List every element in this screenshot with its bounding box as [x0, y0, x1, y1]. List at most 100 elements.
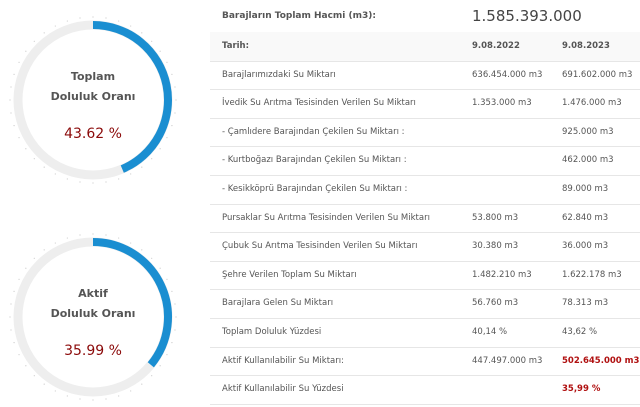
table-cell: 89.000 m3 [562, 184, 609, 194]
gauge-dot [25, 50, 27, 52]
table-row: İvedik Su Arıtma Tesisinden Verilen Su M… [210, 89, 640, 119]
gauge-dot [18, 278, 20, 280]
gauge-dot [175, 316, 177, 318]
gauge-dot [9, 316, 11, 318]
gauge-dot [13, 290, 15, 292]
gauge-dot [166, 137, 168, 139]
gauge-dot [13, 342, 15, 344]
table-cell: 56.760 m3 [472, 298, 519, 309]
gauge-dot [54, 242, 56, 244]
table-cell: İvedik Su Arıtma Tesisinden Verilen Su M… [222, 98, 416, 109]
table-cell: Çubuk Su Arıtma Tesisinden Verilen Su Mi… [222, 241, 418, 252]
gauge-dot [66, 237, 68, 239]
header-value: 1.585.393.000 [472, 7, 582, 25]
gauge-dot [151, 40, 153, 42]
gauge-dot [10, 86, 12, 88]
gauge-dot [166, 61, 168, 63]
table-row: - Kesikköprü Barajından Çekilen Su Mikta… [210, 175, 640, 205]
gauge-dot [130, 242, 132, 244]
gauge-dot [54, 25, 56, 27]
gauge-dot [33, 158, 35, 160]
table-cell: Barajlarımızdaki Su Miktarı [222, 69, 336, 80]
gauge-dot [92, 182, 94, 184]
gauge-dot [43, 32, 45, 34]
table-cell: - Çamlıdere Barajından Çekilen Su Miktar… [222, 126, 405, 137]
gauge-dot [10, 112, 12, 114]
gauge-dot [54, 390, 56, 392]
gauge-dot [79, 181, 81, 183]
table-cell: 636.454.000 m3 [472, 69, 543, 80]
gauge-dot [79, 398, 81, 400]
gauge-dot [25, 365, 27, 367]
gauge-dot [10, 329, 12, 331]
gauge-dot [159, 148, 161, 150]
gauge-dot [118, 20, 120, 22]
gauge-dot [10, 303, 12, 305]
gauge-dot [33, 375, 35, 377]
gauge-dot [174, 86, 176, 88]
header-label: Barajların Toplam Hacmi (m3): [222, 11, 376, 21]
table-row: Aktif Kullanılabilir Su Yüzdesi 35,99 % [210, 375, 640, 405]
gauge-dot [105, 181, 107, 183]
gauge-title: Doluluk Oranı [51, 307, 136, 320]
gauge-dot [174, 112, 176, 114]
table-cell: 35,99 % [562, 384, 601, 395]
gauge-title: Aktif [78, 287, 108, 300]
table-cell: 1.482.210 m3 [472, 269, 532, 280]
gauge-dot [43, 383, 45, 385]
table-cell: 691.602.000 m3 [562, 69, 633, 80]
gauge-dot [118, 178, 120, 180]
table-cell: 1.476.000 m3 [562, 98, 622, 109]
table-row: - Kurtboğazı Barajından Çekilen Su Mikta… [210, 146, 640, 176]
gauge-dot [175, 99, 177, 101]
gauge-dot [105, 17, 107, 19]
table-cell: Tarih: [222, 41, 249, 51]
gauges: Toplam Doluluk Oranı 43.62 % Aktif Doluluk O… [9, 16, 177, 401]
gauge-dot [79, 17, 81, 19]
table-cell: Şehre Verilen Toplam Su Miktarı [222, 269, 357, 280]
gauge-dot [141, 383, 143, 385]
table-cell: Aktif Kullanılabilir Su Yüzdesi [222, 384, 344, 395]
table-cell: 36.000 m3 [562, 241, 609, 252]
gauge-dot [174, 329, 176, 331]
table-row: Tarih: 9.08.2022 9.08.2023 [210, 32, 640, 62]
gauge-dot [43, 249, 45, 251]
gauge-dot [141, 32, 143, 34]
gauge-dot [166, 278, 168, 280]
table-cell: 30.380 m3 [472, 241, 519, 252]
gauge-dot [159, 50, 161, 52]
gauge-dot [18, 354, 20, 356]
table-cell: 40,14 % [472, 327, 508, 337]
table-cell: Barajlara Gelen Su Miktarı [222, 298, 334, 309]
gauge-dot [130, 173, 132, 175]
table-row: Toplam Doluluk Yüzdesi 40,14 % 43,62 % [210, 318, 640, 348]
gauge-dot [171, 290, 173, 292]
table-cell: 53.800 m3 [472, 212, 519, 223]
table-row: Barajlara Gelen Su Miktarı 56.760 m3 78.31… [210, 289, 640, 319]
gauge-dot [92, 399, 94, 401]
table-row: Barajlarımızdaki Su Miktarı 636.454.000 m… [210, 61, 640, 91]
table-row: - Çamlıdere Barajından Çekilen Su Miktar… [210, 118, 640, 148]
gauge-dot [13, 125, 15, 127]
table-cell: 462.000 m3 [562, 155, 614, 166]
gauge-dot [151, 375, 153, 377]
table-cell: 78.313 m3 [562, 298, 609, 309]
gauge-dot [79, 234, 81, 236]
table-cell: 43,62 % [562, 327, 598, 337]
table-row: Pursaklar Su Arıtma Tesisinden Verilen S… [210, 204, 640, 234]
gauge-dot [171, 342, 173, 344]
table-cell: 9.08.2023 [562, 41, 610, 51]
gauge-dot [92, 16, 94, 18]
gauge-title: Doluluk Oranı [51, 90, 136, 103]
gauge-dot [166, 354, 168, 356]
gauge-dot [141, 166, 143, 168]
table-cell: 502.645.000 m3 [562, 355, 640, 366]
gauge-dot [151, 158, 153, 160]
table-cell: 925.000 m3 [562, 126, 614, 137]
gauge-dot [66, 178, 68, 180]
gauge-dot [141, 249, 143, 251]
gauge-dot [66, 395, 68, 397]
gauge-value: 43.62 % [64, 126, 122, 142]
gauge-dot [33, 40, 35, 42]
gauge-dot [66, 20, 68, 22]
